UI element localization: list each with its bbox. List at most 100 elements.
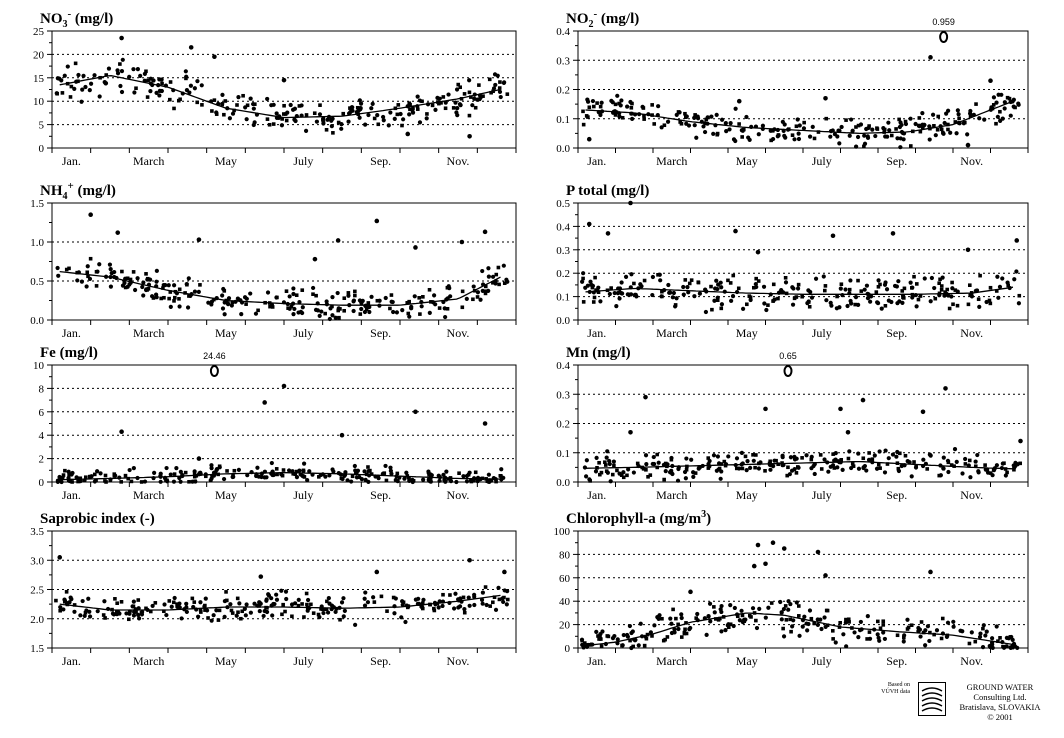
data-point bbox=[164, 612, 169, 618]
data-point bbox=[349, 108, 353, 112]
data-point bbox=[824, 608, 829, 613]
data-point bbox=[312, 111, 317, 115]
data-point bbox=[325, 610, 331, 615]
x-month-label: May bbox=[215, 154, 237, 168]
data-point bbox=[460, 289, 465, 294]
x-month-label: Sep. bbox=[370, 654, 391, 668]
data-point bbox=[977, 116, 982, 121]
data-point bbox=[66, 469, 71, 474]
data-point bbox=[424, 116, 429, 121]
data-point bbox=[809, 616, 814, 621]
data-point bbox=[86, 596, 91, 601]
data-point bbox=[713, 286, 718, 291]
data-point bbox=[395, 112, 400, 117]
data-point bbox=[702, 129, 708, 135]
data-point bbox=[353, 622, 358, 627]
outlier-point bbox=[188, 45, 194, 50]
data-point bbox=[206, 300, 211, 305]
data-point bbox=[498, 80, 502, 84]
data-point bbox=[691, 474, 696, 479]
data-point bbox=[153, 601, 158, 605]
data-point bbox=[110, 611, 116, 616]
footer-credit: Based on VÚVH data GROUND WATER Consulti… bbox=[870, 680, 1050, 730]
data-point bbox=[192, 86, 197, 91]
y-tick-label: 0 bbox=[39, 477, 45, 489]
data-point bbox=[968, 475, 973, 480]
data-point bbox=[920, 126, 925, 130]
data-point bbox=[625, 104, 630, 109]
data-point bbox=[620, 643, 624, 648]
data-point bbox=[462, 610, 467, 615]
data-point bbox=[873, 133, 878, 139]
data-point bbox=[967, 641, 972, 646]
x-month-label: Jan. bbox=[587, 326, 606, 340]
data-point bbox=[865, 614, 870, 619]
data-point bbox=[365, 600, 371, 605]
data-point bbox=[477, 83, 481, 87]
data-point bbox=[409, 304, 414, 309]
data-point bbox=[708, 619, 713, 624]
data-point bbox=[217, 465, 222, 470]
data-point bbox=[862, 144, 866, 149]
data-point bbox=[118, 83, 123, 89]
data-point bbox=[262, 608, 267, 614]
data-point bbox=[172, 472, 177, 476]
data-point bbox=[933, 133, 938, 138]
data-point bbox=[805, 628, 810, 633]
data-point bbox=[650, 103, 654, 107]
data-point bbox=[669, 455, 674, 461]
data-point bbox=[342, 473, 347, 479]
data-point bbox=[674, 112, 679, 117]
data-point bbox=[95, 469, 100, 474]
data-point bbox=[305, 602, 309, 607]
data-point bbox=[582, 465, 588, 470]
data-point bbox=[711, 453, 717, 458]
data-point bbox=[236, 95, 241, 100]
data-point bbox=[144, 272, 148, 276]
outlier-point bbox=[736, 98, 742, 104]
x-month-label: May bbox=[736, 154, 758, 168]
data-point bbox=[327, 601, 332, 606]
data-point bbox=[311, 285, 316, 291]
data-point bbox=[696, 466, 701, 471]
data-point bbox=[64, 601, 69, 605]
data-point bbox=[858, 122, 864, 127]
data-point bbox=[683, 476, 688, 481]
data-point bbox=[790, 285, 795, 290]
data-point bbox=[388, 110, 393, 115]
data-point bbox=[719, 603, 724, 609]
data-point bbox=[269, 460, 274, 466]
data-point bbox=[665, 635, 670, 639]
data-point bbox=[841, 632, 846, 637]
data-point bbox=[694, 135, 699, 140]
data-point bbox=[728, 603, 733, 608]
data-point bbox=[812, 621, 816, 626]
data-point bbox=[428, 602, 432, 607]
data-point bbox=[641, 106, 646, 110]
data-point bbox=[771, 464, 776, 469]
data-point bbox=[1003, 473, 1008, 478]
data-point bbox=[496, 585, 501, 590]
data-point bbox=[630, 101, 634, 106]
outlier-point bbox=[312, 256, 318, 262]
data-point bbox=[944, 634, 950, 639]
data-point bbox=[941, 130, 945, 135]
data-point bbox=[739, 608, 744, 613]
data-point bbox=[991, 103, 996, 107]
data-point bbox=[809, 295, 815, 300]
data-point bbox=[969, 294, 975, 299]
data-point bbox=[140, 284, 145, 290]
data-point bbox=[174, 466, 179, 471]
data-point bbox=[402, 476, 407, 481]
data-point bbox=[407, 299, 411, 304]
data-point bbox=[154, 295, 159, 300]
data-point bbox=[212, 98, 217, 102]
data-point bbox=[162, 609, 166, 614]
data-point bbox=[483, 291, 488, 296]
data-point bbox=[714, 468, 719, 473]
company-location: Bratislava, SLOVAKIA bbox=[959, 702, 1041, 712]
data-point bbox=[172, 299, 176, 303]
data-point bbox=[230, 300, 235, 305]
data-point bbox=[432, 608, 437, 613]
